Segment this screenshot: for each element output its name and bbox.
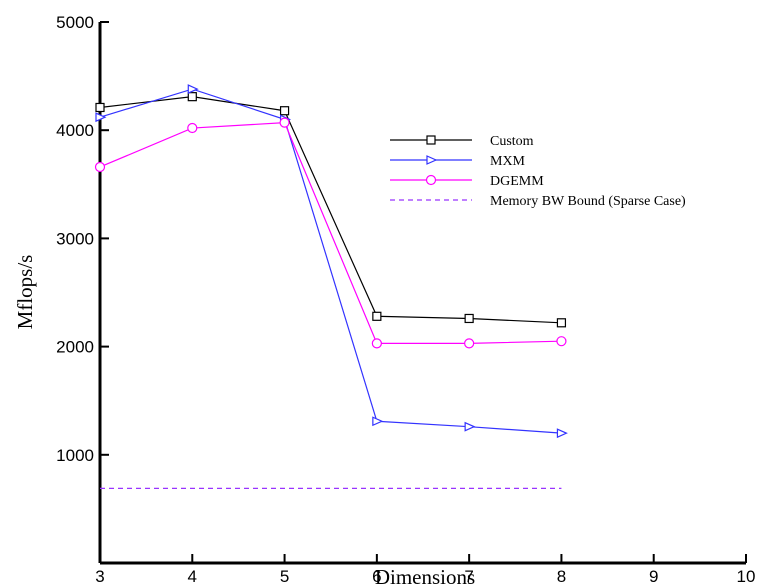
triangle-marker (465, 423, 474, 431)
triangle-marker (557, 429, 566, 437)
x-tick-label: 3 (95, 567, 104, 585)
x-tick-label: 9 (649, 567, 658, 585)
legend-label: Memory BW Bound (Sparse Case) (490, 194, 686, 209)
square-marker (373, 312, 381, 320)
triangle-marker (188, 85, 197, 93)
legend-label: MXM (490, 154, 526, 169)
axes (100, 22, 746, 563)
square-marker (427, 136, 435, 144)
y-tick-label: 1000 (56, 446, 94, 465)
square-marker (188, 93, 196, 101)
legend-label: DGEMM (490, 174, 544, 189)
square-marker (281, 107, 289, 115)
y-tick-label: 2000 (56, 338, 94, 357)
circle-marker (465, 339, 474, 348)
circle-marker (557, 337, 566, 346)
square-marker (465, 314, 473, 322)
circle-marker (427, 176, 436, 185)
series-custom (96, 93, 565, 327)
x-tick-label: 8 (557, 567, 566, 585)
square-marker (96, 103, 104, 111)
legend: Custom MXM DGEMM Memory BW Bound (Sparse Ca… (390, 134, 686, 209)
circle-marker (280, 118, 289, 127)
y-axis-title: Mflops/s (13, 255, 37, 330)
y-tick-label: 3000 (56, 229, 94, 248)
series-line (100, 97, 561, 323)
circle-marker (372, 339, 381, 348)
x-tick-label: 10 (737, 567, 756, 585)
square-marker (557, 319, 565, 327)
legend-label: Custom (490, 134, 534, 149)
x-tick-label: 4 (188, 567, 197, 585)
y-tick-label: 4000 (56, 121, 94, 140)
triangle-marker (373, 417, 382, 425)
series-dgemm (96, 118, 566, 348)
circle-marker (96, 162, 105, 171)
y-tick-label: 5000 (56, 13, 94, 32)
x-axis-title: Dimensions (375, 565, 475, 585)
circle-marker (188, 124, 197, 133)
x-tick-label: 5 (280, 567, 289, 585)
triangle-marker (427, 156, 436, 164)
